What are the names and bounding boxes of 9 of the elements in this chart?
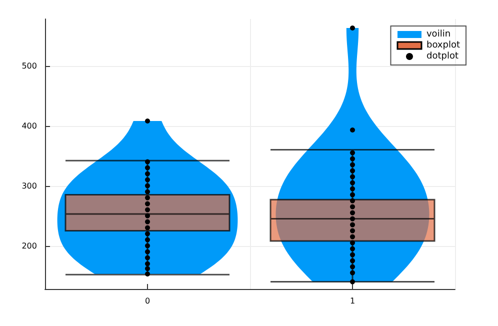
y-tick-label: 400 bbox=[22, 121, 37, 130]
x-tick-label: 1 bbox=[350, 296, 356, 306]
legend-label: voilin bbox=[426, 30, 451, 40]
y-tick-label: 300 bbox=[22, 181, 37, 190]
x-tick-label: 0 bbox=[144, 296, 150, 306]
y-tick-label: 200 bbox=[22, 241, 37, 250]
legend-label: boxplot bbox=[426, 40, 460, 50]
legend-label: dotplot bbox=[426, 52, 459, 62]
y-tick-label: 500 bbox=[22, 61, 37, 70]
